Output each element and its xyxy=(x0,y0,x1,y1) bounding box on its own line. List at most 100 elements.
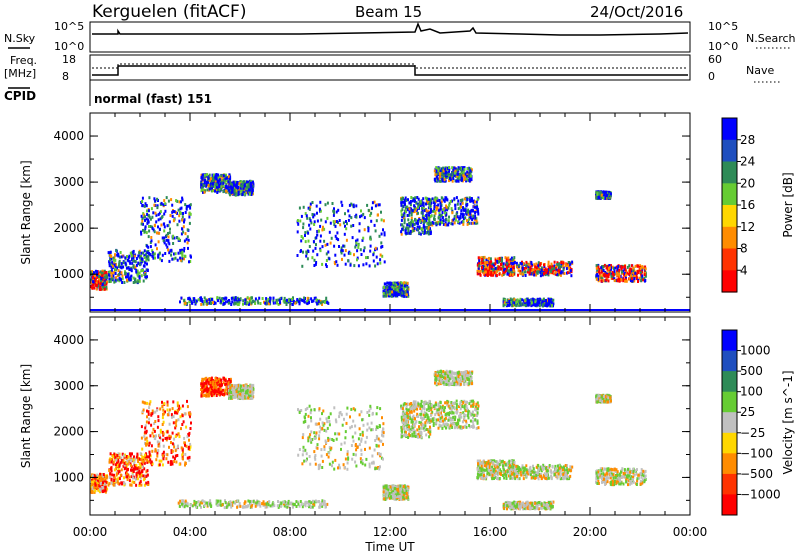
range-gate-cell xyxy=(145,436,148,440)
range-gate-cell xyxy=(183,249,185,253)
range-gate-cell xyxy=(449,176,451,180)
range-gate-cell xyxy=(324,203,327,207)
range-gate-cell xyxy=(171,462,174,466)
range-gate-cell xyxy=(117,458,120,462)
freq-unit-label: [MHz] xyxy=(4,67,36,80)
range-gate-cell xyxy=(388,284,391,287)
range-gate-cell xyxy=(539,271,542,274)
range-gate-cell xyxy=(468,166,470,170)
range-gate-cell xyxy=(462,206,464,210)
range-gate-cell xyxy=(370,219,373,223)
range-gate-cell xyxy=(188,431,191,435)
range-gate-cell xyxy=(240,189,243,193)
range-gate-cell xyxy=(237,186,240,190)
range-gate-cell xyxy=(442,222,445,226)
range-gate-cell xyxy=(531,297,534,301)
range-gate-cell xyxy=(537,261,540,265)
range-gate-cell xyxy=(140,222,143,226)
range-gate-cell xyxy=(113,280,116,284)
range-gate-cell xyxy=(435,208,438,212)
range-gate-cell xyxy=(373,223,376,227)
colorbar-tick-label: 16 xyxy=(740,198,755,212)
range-gate-cell xyxy=(95,273,98,277)
range-gate-cell xyxy=(247,188,250,192)
range-gate-cell xyxy=(395,291,398,295)
range-gate-cell xyxy=(146,415,148,419)
range-gate-cell xyxy=(181,215,184,219)
range-gate-cell xyxy=(512,265,515,269)
range-gate-cell xyxy=(316,233,319,237)
range-gate-cell xyxy=(338,219,341,222)
range-gate-cell xyxy=(138,483,141,487)
range-gate-cell xyxy=(208,298,211,302)
range-gate-cell xyxy=(407,231,410,235)
range-gate-cell xyxy=(241,192,244,196)
range-gate-cell xyxy=(113,452,116,456)
range-gate-cell xyxy=(315,236,318,240)
range-gate-cell xyxy=(217,173,220,177)
range-gate-cell xyxy=(92,283,95,287)
range-gate-cell xyxy=(355,241,358,245)
range-gate-cell xyxy=(628,264,631,268)
range-gate-cell xyxy=(156,204,159,208)
range-gate-cell xyxy=(136,452,139,456)
range-gate-cell xyxy=(468,221,471,225)
range-gate-cell xyxy=(132,265,135,269)
range-gate-cell xyxy=(156,408,158,412)
range-gate-cell xyxy=(122,454,125,458)
range-gate-cell xyxy=(411,199,414,203)
range-gate-cell xyxy=(93,271,95,275)
range-gate-cell xyxy=(105,278,108,282)
range-gate-cell xyxy=(105,274,108,278)
range-gate-cell xyxy=(247,185,250,189)
range-gate-cell xyxy=(504,263,507,267)
range-gate-cell xyxy=(126,255,128,258)
range-gate-cell xyxy=(543,300,546,304)
range-gate-cell xyxy=(95,280,98,283)
range-gate-cell xyxy=(447,221,450,225)
range-gate-cell xyxy=(153,422,156,425)
range-gate-cell xyxy=(558,266,561,270)
range-gate-cell xyxy=(451,199,453,203)
range-gate-cell xyxy=(307,206,310,210)
range-gate-cell xyxy=(110,269,113,273)
range-gate-cell xyxy=(100,277,103,281)
range-gate-cell xyxy=(343,232,346,236)
range-gate-cell xyxy=(550,301,553,305)
range-gate-cell xyxy=(181,254,184,258)
range-gate-cell xyxy=(132,249,135,253)
range-gate-cell xyxy=(115,458,118,462)
range-gate-cell xyxy=(125,464,128,468)
range-gate-cell xyxy=(595,271,598,275)
range-gate-cell xyxy=(156,440,159,444)
range-gate-cell xyxy=(506,272,509,276)
range-gate-cell xyxy=(174,252,177,256)
range-gate-cell xyxy=(513,261,516,264)
range-gate-cell xyxy=(375,247,378,251)
range-gate-cell xyxy=(375,255,378,259)
range-gate-cell xyxy=(349,263,352,267)
range-gate-cell xyxy=(500,258,503,261)
range-gate-cell xyxy=(96,273,99,277)
range-gate-cell xyxy=(481,258,484,261)
range-gate-cell xyxy=(336,263,339,267)
range-gate-cell xyxy=(94,489,97,493)
range-gate-cell xyxy=(114,483,116,487)
range-gate-cell xyxy=(334,262,336,266)
range-gate-cell xyxy=(135,473,138,477)
range-gate-cell xyxy=(291,297,293,301)
range-gate-cell xyxy=(120,468,123,472)
range-gate-cell xyxy=(635,275,638,279)
range-gate-cell xyxy=(143,254,146,258)
range-gate-cell xyxy=(394,284,397,288)
range-gate-cell xyxy=(304,240,307,244)
range-gate-cell xyxy=(625,279,628,283)
range-gate-cell xyxy=(444,223,447,227)
range-gate-cell xyxy=(560,265,563,269)
range-gate-cell xyxy=(492,273,495,277)
range-gate-cell xyxy=(381,245,384,248)
range-gate-cell xyxy=(331,202,334,205)
range-gate-cell xyxy=(97,479,100,483)
range-gate-cell xyxy=(325,259,328,262)
range-gate-cell xyxy=(375,219,378,223)
